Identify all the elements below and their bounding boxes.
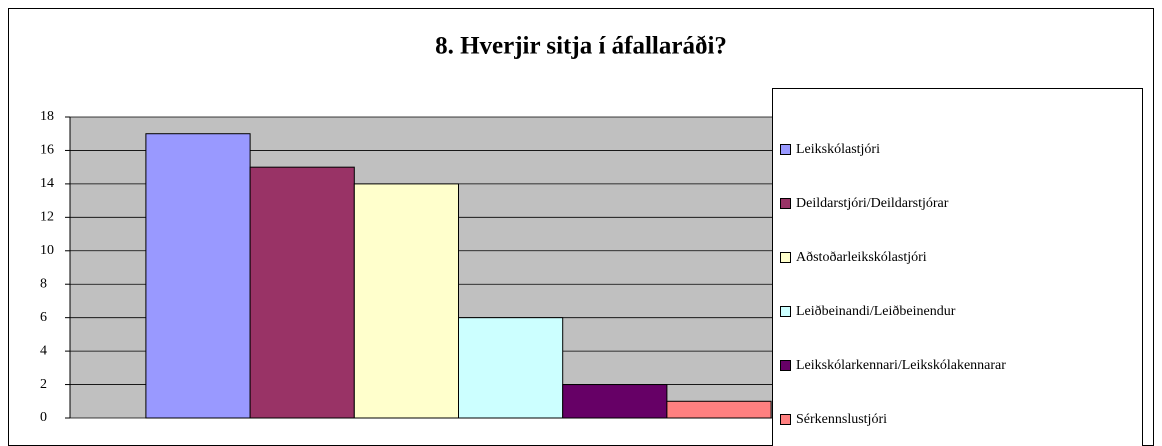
legend-label: Aðstoðarleikskólastjóri	[796, 250, 927, 265]
legend-label: Sérkennslustjóri	[796, 412, 887, 427]
bar	[353, 183, 459, 419]
y-tick-label: 14	[40, 176, 54, 191]
legend-swatch	[780, 198, 791, 209]
bar	[249, 166, 355, 419]
legend-label: Leikskólarkennari/Leikskólakennarar	[796, 358, 1006, 373]
bar	[562, 384, 668, 419]
legend-swatch	[780, 306, 791, 317]
chart-title: 8. Hverjir sitja í áfallaráði?	[435, 33, 727, 60]
bar	[458, 317, 564, 419]
y-tick-label: 10	[40, 243, 54, 258]
legend-swatch	[780, 360, 791, 371]
y-tick-label: 12	[40, 210, 54, 225]
bar	[666, 400, 772, 419]
y-tick-label: 6	[40, 310, 47, 325]
legend-label: Leikskólastjóri	[796, 142, 880, 157]
y-tick-label: 4	[40, 343, 47, 358]
bar	[145, 133, 251, 419]
y-tick-label: 2	[40, 377, 47, 392]
y-tick-label: 0	[40, 410, 47, 425]
legend-box	[772, 88, 1143, 446]
y-tick-label: 18	[40, 109, 54, 124]
legend-label: Leiðbeinandi/Leiðbeinendur	[796, 304, 956, 319]
legend-label: Deildarstjóri/Deildarstjórar	[796, 196, 949, 211]
y-tick-label: 16	[40, 143, 54, 158]
legend-swatch	[780, 414, 791, 425]
legend-swatch	[780, 144, 791, 155]
y-tick-label: 8	[40, 276, 47, 291]
legend-swatch	[780, 252, 791, 263]
